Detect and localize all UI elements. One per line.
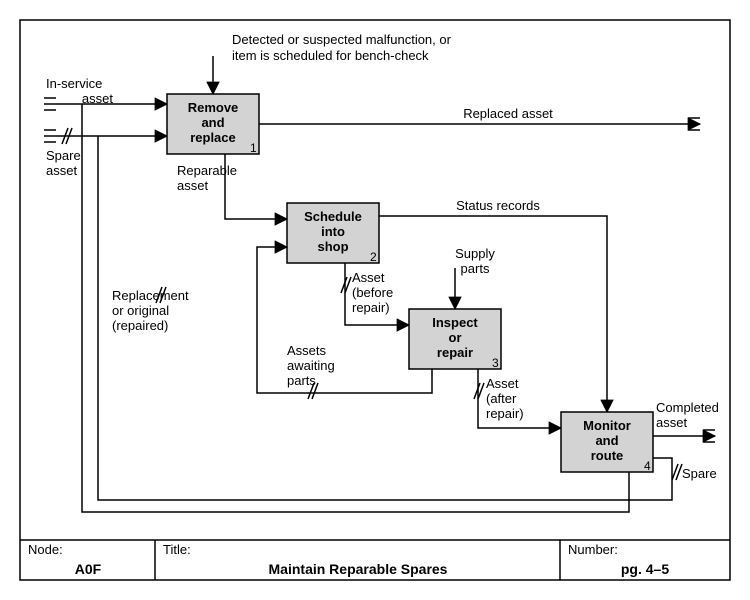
label-asset-before: Asset(beforerepair) <box>352 270 393 315</box>
label-completed: Completedasset <box>656 400 719 430</box>
footer-title-label: Title: <box>163 542 191 557</box>
label-replaced: Replaced asset <box>463 106 553 121</box>
label-in-service: In-serviceasset <box>46 76 113 106</box>
node-schedule-shop-num: 2 <box>370 250 377 264</box>
label-supply: Supplyparts <box>455 246 495 276</box>
footer-number-label: Number: <box>568 542 618 557</box>
squiggle-before <box>341 277 351 293</box>
label-spare-asset: Spareasset <box>46 148 81 178</box>
label-awaiting: Assetsawaitingparts <box>287 343 335 388</box>
squiggle-spare <box>672 464 682 480</box>
footer-number-value: pg. 4–5 <box>621 561 669 577</box>
footer-title-value: Maintain Reparable Spares <box>269 561 448 577</box>
label-reparable: Reparableasset <box>177 163 237 193</box>
squiggle-after <box>474 383 484 399</box>
label-replacement: Replacementor original(repaired) <box>112 288 189 333</box>
footer: Node: A0F Title: Maintain Reparable Spar… <box>20 540 730 580</box>
edge-completed-asset <box>653 430 715 442</box>
label-spare: Spare <box>682 466 717 481</box>
node-monitor-route-num: 4 <box>644 459 651 473</box>
label-top: Detected or suspected malfunction, orite… <box>232 32 452 63</box>
footer-node-value: A0F <box>75 561 102 577</box>
edge-spare-asset <box>44 128 167 144</box>
label-status: Status records <box>456 198 540 213</box>
label-asset-after: Asset(afterrepair) <box>486 376 524 421</box>
node-inspect-repair-num: 3 <box>492 356 499 370</box>
footer-node-label: Node: <box>28 542 63 557</box>
idef0-diagram: Detected or suspected malfunction, orite… <box>0 0 750 600</box>
node-remove-replace-num: 1 <box>250 141 257 155</box>
